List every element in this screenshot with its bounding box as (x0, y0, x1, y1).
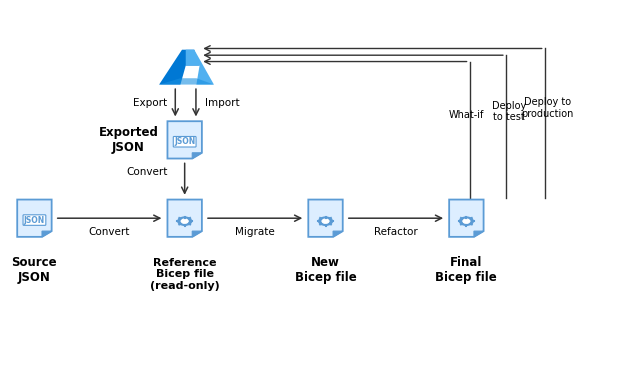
Polygon shape (192, 153, 202, 159)
Circle shape (459, 217, 473, 225)
Polygon shape (186, 50, 214, 85)
Text: Refactor: Refactor (374, 228, 418, 237)
Text: Convert: Convert (126, 167, 168, 176)
Polygon shape (167, 121, 202, 159)
Polygon shape (18, 200, 51, 237)
Text: Reference
Bicep file
(read-only): Reference Bicep file (read-only) (150, 257, 220, 291)
Polygon shape (159, 50, 200, 85)
Text: JSON: JSON (174, 137, 195, 146)
Text: Final
Bicep file: Final Bicep file (436, 256, 497, 285)
Text: Convert: Convert (89, 228, 130, 237)
Polygon shape (308, 200, 343, 237)
Circle shape (463, 219, 470, 223)
Polygon shape (449, 200, 484, 237)
Circle shape (322, 219, 329, 223)
Text: What-if: What-if (449, 110, 484, 120)
Polygon shape (474, 231, 484, 237)
Text: Deploy to
production: Deploy to production (521, 97, 574, 119)
Text: Source
JSON: Source JSON (12, 256, 57, 285)
Circle shape (181, 219, 188, 223)
Text: New
Bicep file: New Bicep file (295, 256, 356, 285)
Polygon shape (42, 231, 51, 237)
Polygon shape (192, 231, 202, 237)
Polygon shape (159, 78, 214, 85)
Polygon shape (333, 231, 343, 237)
Text: JSON: JSON (24, 216, 45, 225)
Text: Exported
JSON: Exported JSON (98, 126, 158, 154)
Text: Migrate: Migrate (235, 228, 275, 237)
Circle shape (319, 217, 332, 225)
Polygon shape (167, 200, 202, 237)
Text: Export: Export (133, 98, 167, 108)
Text: Import: Import (205, 98, 240, 108)
Text: Deploy
to test: Deploy to test (492, 101, 526, 122)
Circle shape (178, 217, 192, 225)
